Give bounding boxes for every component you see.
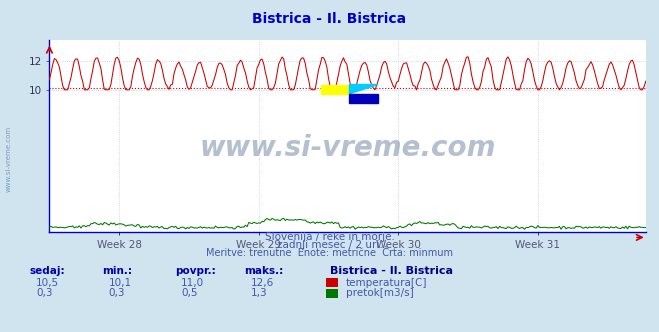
Text: min.:: min.: <box>102 266 132 276</box>
Text: sedaj:: sedaj: <box>30 266 65 276</box>
Text: maks.:: maks.: <box>244 266 283 276</box>
Text: temperatura[C]: temperatura[C] <box>346 278 428 288</box>
Text: 11,0: 11,0 <box>181 278 204 288</box>
Text: 10,5: 10,5 <box>36 278 59 288</box>
Text: zadnji mesec / 2 uri.: zadnji mesec / 2 uri. <box>277 240 382 250</box>
Text: www.si-vreme.com: www.si-vreme.com <box>200 134 496 162</box>
Text: povpr.:: povpr.: <box>175 266 215 276</box>
Text: Meritve: trenutne  Enote: metrične  Črta: minmum: Meritve: trenutne Enote: metrične Črta: … <box>206 248 453 258</box>
Text: 0,3: 0,3 <box>36 288 53 298</box>
Text: Bistrica - Il. Bistrica: Bistrica - Il. Bistrica <box>252 12 407 26</box>
Text: www.si-vreme.com: www.si-vreme.com <box>5 126 12 193</box>
Text: Bistrica - Il. Bistrica: Bistrica - Il. Bistrica <box>330 266 453 276</box>
Text: 12,6: 12,6 <box>250 278 273 288</box>
Text: 0,5: 0,5 <box>181 288 198 298</box>
Text: 10,1: 10,1 <box>109 278 132 288</box>
Text: pretok[m3/s]: pretok[m3/s] <box>346 288 414 298</box>
Bar <box>321 85 349 94</box>
Text: 0,3: 0,3 <box>109 288 125 298</box>
Bar <box>349 94 378 103</box>
Polygon shape <box>349 85 378 94</box>
Text: 1,3: 1,3 <box>250 288 267 298</box>
Text: Slovenija / reke in morje.: Slovenija / reke in morje. <box>264 232 395 242</box>
